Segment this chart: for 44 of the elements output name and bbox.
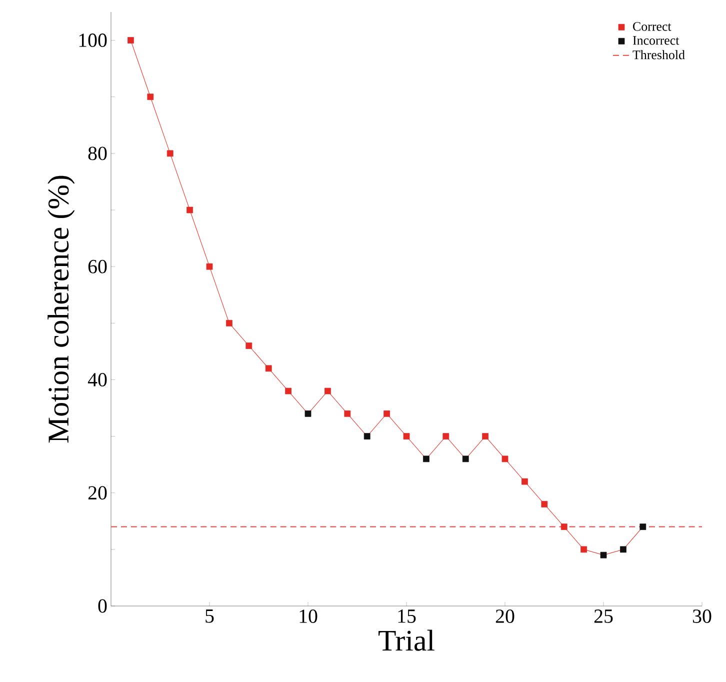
point — [541, 500, 548, 508]
x-tick-label: 30 — [692, 610, 712, 623]
point — [462, 456, 469, 462]
point — [522, 478, 528, 485]
point — [640, 524, 646, 530]
point — [226, 320, 232, 326]
x-tick-label: 20 — [496, 610, 514, 623]
point — [344, 410, 351, 417]
y-tick-label: 0 — [98, 599, 107, 613]
point — [620, 546, 626, 553]
legend-label: Correct — [633, 22, 672, 31]
point — [423, 456, 430, 462]
point — [246, 342, 252, 349]
point — [304, 410, 312, 417]
point — [600, 552, 607, 558]
x-tick-label: 25 — [594, 610, 613, 623]
y-tick-label: 100 — [79, 34, 107, 47]
x-tick-label: 15 — [398, 610, 416, 623]
y-tick-label: 60 — [88, 260, 107, 274]
y-tick-label: 40 — [88, 372, 107, 386]
point — [442, 433, 450, 440]
y-tick-label: 80 — [88, 146, 107, 160]
point — [128, 37, 134, 44]
point — [147, 94, 154, 100]
point — [166, 150, 174, 157]
x-tick-label: 5 — [206, 610, 214, 623]
x-axis-title: Trial — [378, 630, 434, 651]
point — [384, 410, 390, 417]
point — [403, 433, 410, 440]
legend-label: Threshold — [632, 50, 685, 60]
point — [285, 388, 292, 394]
point — [482, 433, 488, 440]
point — [324, 388, 331, 394]
y-tick-label: 20 — [88, 486, 107, 500]
point — [502, 456, 508, 462]
point — [580, 546, 587, 553]
point — [206, 263, 213, 270]
x-tick-label: 10 — [300, 610, 318, 623]
point — [186, 206, 193, 214]
legend-label: Incorrect — [632, 36, 680, 45]
y-axis-title: Motion coherence (%) — [48, 176, 75, 443]
point — [265, 365, 272, 372]
point — [364, 433, 370, 440]
point — [560, 524, 568, 530]
